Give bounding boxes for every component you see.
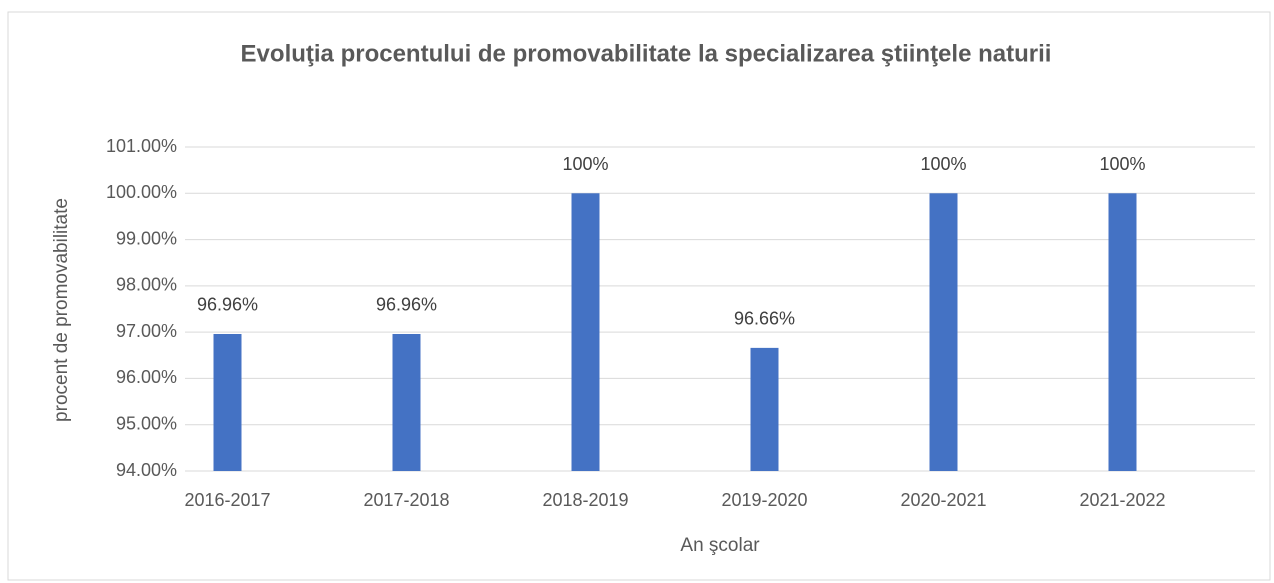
y-axis-label: procent de promovabilitate [51, 198, 72, 422]
x-tick-label: 2018-2019 [542, 490, 628, 510]
bar [1108, 193, 1137, 472]
data-label: 96.66% [734, 309, 795, 329]
y-tick-label: 96.00% [116, 367, 177, 387]
y-tick-label: 94.00% [116, 460, 177, 480]
bar [213, 333, 242, 471]
data-label: 96.96% [197, 295, 258, 315]
bar [750, 347, 779, 471]
y-tick-label: 98.00% [116, 275, 177, 295]
y-tick-label: 97.00% [116, 321, 177, 341]
bar [571, 193, 600, 472]
x-tick-label: 2019-2020 [721, 490, 807, 510]
chart-title: Evoluţia procentului de promovabilitate … [241, 40, 1052, 67]
y-tick-label: 99.00% [116, 228, 177, 248]
x-axis-label: An şcolar [680, 535, 760, 556]
x-tick-label: 2020-2021 [900, 490, 986, 510]
data-label: 96.96% [376, 295, 437, 315]
x-tick-label: 2021-2022 [1079, 490, 1165, 510]
bar [929, 193, 958, 472]
data-label: 100% [920, 154, 966, 174]
bar [392, 333, 421, 471]
x-tick-label: 2017-2018 [363, 490, 449, 510]
x-tick-label: 2016-2017 [184, 490, 270, 510]
data-label: 100% [562, 154, 608, 174]
chart-frame [7, 11, 1271, 581]
y-tick-label: 95.00% [116, 413, 177, 433]
data-label: 100% [1099, 154, 1145, 174]
y-tick-label: 101.00% [106, 136, 177, 156]
y-tick-label: 100.00% [106, 182, 177, 202]
